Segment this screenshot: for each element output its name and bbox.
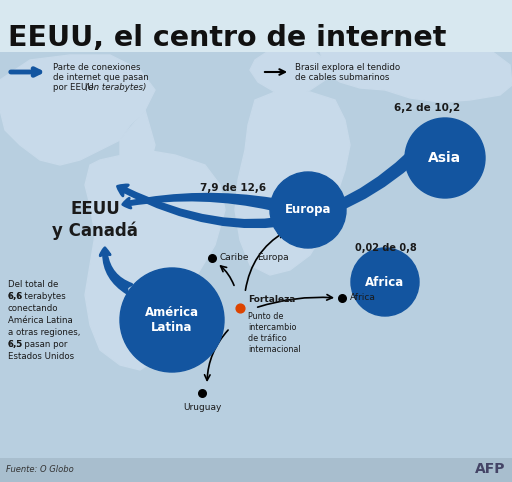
Text: Fuente: O Globo: Fuente: O Globo — [6, 465, 74, 473]
Circle shape — [120, 268, 224, 372]
Text: América Latina: América Latina — [8, 316, 73, 325]
Text: 6,5 pasan por: 6,5 pasan por — [8, 340, 68, 349]
FancyBboxPatch shape — [0, 0, 512, 52]
Text: AFP: AFP — [475, 462, 505, 476]
Text: 6,5: 6,5 — [8, 340, 23, 349]
Circle shape — [270, 172, 346, 248]
Text: 7,9 de 12,6: 7,9 de 12,6 — [200, 183, 266, 193]
Text: 0,02 de 0,8: 0,02 de 0,8 — [355, 243, 417, 253]
Text: (en terabytes): (en terabytes) — [85, 83, 146, 92]
Point — [208, 254, 216, 262]
Text: Brasil explora el tendido: Brasil explora el tendido — [295, 63, 400, 72]
Text: 6,6 terabytes: 6,6 terabytes — [8, 292, 66, 301]
Text: EEUU, el centro de internet: EEUU, el centro de internet — [8, 24, 446, 52]
Text: Europa: Europa — [285, 203, 331, 216]
Polygon shape — [235, 90, 350, 275]
Text: Asia: Asia — [429, 151, 461, 165]
Text: EEUU
y Canadá: EEUU y Canadá — [52, 200, 138, 241]
Polygon shape — [120, 110, 155, 170]
Circle shape — [351, 248, 419, 316]
Text: Uruguay: Uruguay — [183, 403, 221, 412]
Circle shape — [405, 118, 485, 198]
Text: a otras regiones,: a otras regiones, — [8, 328, 80, 337]
Text: Punto de
intercambio
de tráfico
internacional: Punto de intercambio de tráfico internac… — [248, 312, 301, 354]
Polygon shape — [0, 55, 155, 165]
Text: de cables submarinos: de cables submarinos — [295, 73, 389, 82]
Text: Fortaleza: Fortaleza — [248, 295, 295, 304]
Point — [198, 389, 206, 397]
Text: Caribe: Caribe — [220, 254, 249, 263]
Point — [338, 294, 346, 302]
Text: Africa: Africa — [350, 294, 376, 303]
Text: Estados Unidos: Estados Unidos — [8, 352, 74, 361]
Text: 6,2 de 10,2: 6,2 de 10,2 — [394, 103, 460, 113]
FancyBboxPatch shape — [0, 458, 512, 482]
Text: por EEUU: por EEUU — [53, 83, 96, 92]
Point — [236, 304, 244, 312]
Text: Africa: Africa — [366, 276, 404, 289]
Text: América
Latina: América Latina — [145, 306, 199, 334]
Text: conectando: conectando — [8, 304, 58, 313]
Polygon shape — [85, 150, 225, 370]
Text: de internet que pasan: de internet que pasan — [53, 73, 149, 82]
Polygon shape — [250, 48, 330, 95]
Text: Del total de: Del total de — [8, 280, 58, 289]
Text: 6,6: 6,6 — [8, 292, 24, 301]
Text: Europa: Europa — [257, 254, 289, 263]
Text: Parte de conexiones: Parte de conexiones — [53, 63, 140, 72]
Polygon shape — [320, 38, 512, 102]
